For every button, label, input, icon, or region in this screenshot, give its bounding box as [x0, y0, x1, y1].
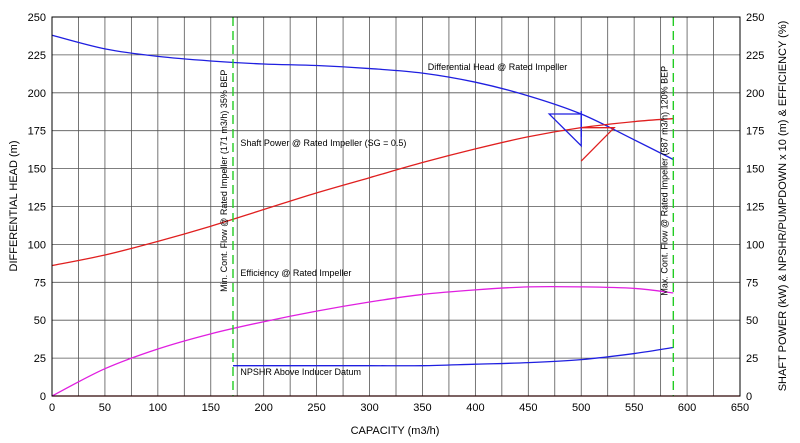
duty-point-power-marker	[580, 127, 616, 162]
x-tick-label: 600	[678, 402, 696, 414]
y-tick-label-left: 225	[28, 50, 46, 62]
y-tick-label-left: 0	[40, 391, 46, 403]
x-tick-label: 400	[466, 402, 484, 414]
y-axis-label-right: SHAFT POWER (kW) & NPSHR/PUMPDOWN x 10 (…	[777, 21, 789, 392]
series-annotation: NPSHR Above Inducer Datum	[240, 367, 361, 377]
y-tick-label-right: 50	[746, 315, 758, 327]
x-tick-label: 250	[307, 402, 325, 414]
y-tick-label-left: 125	[28, 202, 46, 214]
x-tick-label: 200	[255, 402, 273, 414]
y-tick-label-right: 0	[746, 391, 752, 403]
x-tick-label: 550	[625, 402, 643, 414]
series-annotation: Efficiency @ Rated Impeller	[240, 268, 351, 278]
series-annotation: Shaft Power @ Rated Impeller (SG = 0.5)	[240, 138, 406, 148]
y-tick-label-left: 250	[28, 12, 46, 24]
x-tick-label: 650	[731, 402, 749, 414]
x-tick-label: 150	[202, 402, 220, 414]
series-annotation: Differential Head @ Rated Impeller	[428, 62, 568, 72]
y-axis-label-left: DIFFERENTIAL HEAD (m)	[8, 141, 20, 272]
plot-frame	[51, 16, 741, 397]
y-tick-label-right: 250	[746, 12, 764, 24]
y-tick-label-right: 200	[746, 88, 764, 100]
x-tick-label: 0	[49, 402, 55, 414]
y-tick-label-left: 75	[34, 277, 46, 289]
y-tick-label-right: 100	[746, 239, 764, 251]
y-tick-label-right: 25	[746, 353, 758, 365]
y-tick-label-left: 175	[28, 126, 46, 138]
limit-lines: Min. Cont. Flow @ Rated Impeller (171 m3…	[219, 17, 675, 396]
y-tick-label-left: 25	[34, 353, 46, 365]
annotations: Differential Head @ Rated Impeller Shaft …	[240, 62, 567, 377]
x-tick-label: 500	[572, 402, 590, 414]
series-line-efficiency-rated-impeller	[51, 285, 674, 397]
y-tick-label-right: 175	[746, 126, 764, 138]
x-tick-label: 50	[99, 402, 111, 414]
tick-labels: 0 50 100 150 200 250 300 350 400 450 500 550 600 6500…	[28, 12, 765, 414]
y-tick-label-left: 200	[28, 88, 46, 100]
y-tick-label-right: 125	[746, 202, 764, 214]
series-line-npshr-above-inducer-datum	[232, 346, 674, 367]
limit-label-min: Min. Cont. Flow @ Rated Impeller (171 m3…	[219, 70, 229, 292]
duty-point-markers	[547, 110, 616, 162]
y-tick-label-left: 50	[34, 315, 46, 327]
y-tick-label-left: 100	[28, 239, 46, 251]
x-axis-label: CAPACITY (m3/h)	[351, 425, 440, 437]
limit-label-max: Max. Cont. Flow @ Rated Impeller (587 m3…	[659, 66, 669, 296]
y-tick-label-right: 150	[746, 164, 764, 176]
y-tick-label-left: 150	[28, 164, 46, 176]
y-tick-label-right: 75	[746, 277, 758, 289]
x-tick-label: 350	[413, 402, 431, 414]
x-tick-label: 450	[519, 402, 537, 414]
y-tick-label-right: 225	[746, 50, 764, 62]
x-tick-label: 300	[360, 402, 378, 414]
x-tick-label: 100	[149, 402, 167, 414]
